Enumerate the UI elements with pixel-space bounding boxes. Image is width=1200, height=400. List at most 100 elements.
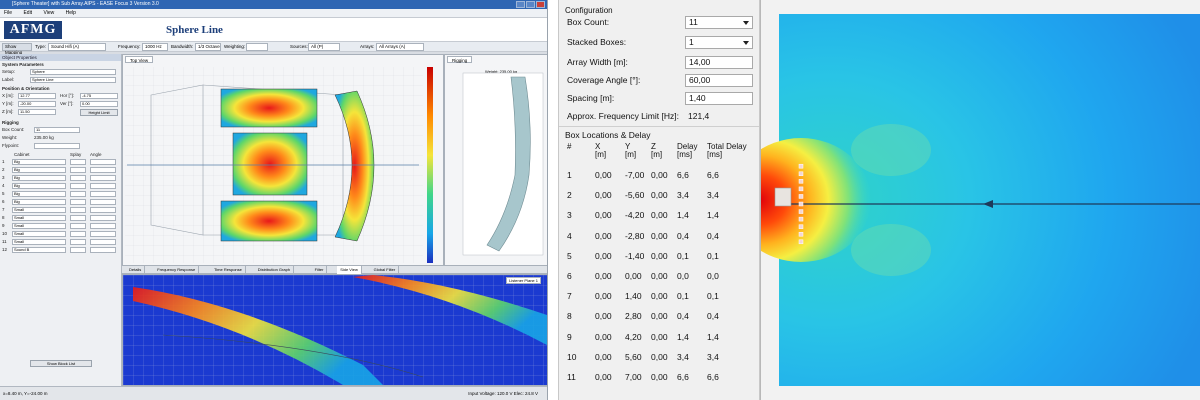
- array-handle[interactable]: [774, 187, 792, 207]
- tab-rigging[interactable]: Rigging: [447, 56, 473, 63]
- view-title: Sphere Line: [166, 24, 223, 36]
- tab-frequency-response[interactable]: Frequency Response: [154, 266, 200, 274]
- hor-angle-field[interactable]: -4.75: [80, 93, 118, 99]
- loudspeaker-box-marker[interactable]: [798, 231, 804, 237]
- angle-select[interactable]: [90, 167, 116, 173]
- table-cell: 3: [567, 210, 572, 221]
- cabinet-select[interactable]: Small: [12, 207, 66, 213]
- maximize-button[interactable]: [526, 1, 535, 8]
- angle-select[interactable]: [90, 231, 116, 237]
- loudspeaker-box-marker[interactable]: [798, 224, 804, 229]
- weighting-select[interactable]: [246, 43, 268, 51]
- loudspeaker-box-marker[interactable]: [798, 239, 804, 245]
- type-select[interactable]: Sound Hifi (A): [48, 43, 106, 51]
- angle-select[interactable]: [90, 175, 116, 181]
- minimize-button[interactable]: [516, 1, 525, 8]
- cabinet-select[interactable]: Big: [12, 167, 66, 173]
- splay-field[interactable]: [70, 191, 86, 197]
- cabinet-select[interactable]: Small: [12, 231, 66, 237]
- tab-global-filter[interactable]: Global Filter: [371, 266, 400, 274]
- splay-field[interactable]: [70, 223, 86, 229]
- loudspeaker-box-marker[interactable]: [798, 216, 804, 222]
- angle-select[interactable]: [90, 191, 116, 197]
- loudspeaker-box-marker[interactable]: [798, 186, 804, 192]
- splay-field[interactable]: [70, 159, 86, 165]
- close-button[interactable]: [536, 1, 545, 8]
- tab-details[interactable]: Details: [126, 266, 146, 274]
- splay-field[interactable]: [70, 215, 86, 221]
- angle-select[interactable]: [90, 239, 116, 245]
- tab-filter[interactable]: Filter: [312, 266, 328, 274]
- configuration-panel: Configuration Box Count: 11 Stacked Boxe…: [558, 0, 760, 400]
- tab-top-view[interactable]: Top View: [125, 56, 154, 63]
- cabinet-select[interactable]: Big: [12, 183, 66, 189]
- angle-select[interactable]: [90, 183, 116, 189]
- box-count-dropdown[interactable]: 11: [685, 16, 753, 29]
- side-view-pane[interactable]: Listener Plane 1: [122, 274, 547, 386]
- table-cell: 6: [567, 271, 572, 281]
- cabinet-select[interactable]: Sound B: [12, 247, 66, 253]
- show-block-list-button[interactable]: Show Block List: [30, 360, 92, 367]
- splay-field[interactable]: [70, 199, 86, 205]
- loudspeaker-box-marker[interactable]: [798, 171, 804, 177]
- bandwidth-select[interactable]: 1/3 Octave: [195, 43, 221, 51]
- arrays-select[interactable]: All Arrays (A): [376, 43, 424, 51]
- coverage-map-plot: [761, 14, 1200, 386]
- spacing-label: Spacing [m]:: [567, 93, 615, 103]
- rigging-pane[interactable]: Rigging Weight: 235.00 kg: [444, 54, 547, 266]
- splay-field[interactable]: [70, 247, 86, 253]
- splay-field[interactable]: [70, 167, 86, 173]
- box-count-select[interactable]: 11: [34, 127, 80, 133]
- angle-select[interactable]: [90, 247, 116, 253]
- cabinet-select[interactable]: Small: [12, 223, 66, 229]
- loudspeaker-box-marker[interactable]: [798, 201, 804, 207]
- splay-field[interactable]: [70, 207, 86, 213]
- box-count-label: Box Count:: [567, 17, 610, 27]
- loudspeaker-box-marker[interactable]: [798, 163, 804, 169]
- cabinet-select[interactable]: Big: [12, 199, 66, 205]
- spacing-input[interactable]: 1,40: [685, 92, 753, 105]
- height-limit-button[interactable]: Height Limit: [80, 109, 118, 116]
- cabinet-select[interactable]: Big: [12, 159, 66, 165]
- loudspeaker-box-marker[interactable]: [798, 179, 804, 184]
- menu-view[interactable]: View: [43, 10, 55, 16]
- angle-select[interactable]: [90, 215, 116, 221]
- menu-file[interactable]: File: [4, 10, 13, 16]
- top-view-pane[interactable]: Top View: [122, 54, 444, 266]
- setup-select[interactable]: Sphere: [30, 69, 116, 75]
- menu-edit[interactable]: Edit: [23, 10, 33, 16]
- cabinet-select[interactable]: Big: [12, 175, 66, 181]
- pos-y-field[interactable]: -20.00: [18, 101, 56, 107]
- angle-select[interactable]: [90, 223, 116, 229]
- stacked-boxes-dropdown[interactable]: 1: [685, 36, 753, 49]
- tab-distribution-graph[interactable]: Distribution Graph: [255, 266, 295, 274]
- loudspeaker-box-marker[interactable]: [798, 209, 804, 214]
- listener-plane-select[interactable]: Listener Plane 1: [506, 277, 541, 284]
- cabinet-select[interactable]: Small: [12, 215, 66, 221]
- pos-z-field[interactable]: 11.50: [18, 109, 56, 115]
- loudspeaker-box-marker[interactable]: [798, 194, 804, 199]
- coverage-angle-input[interactable]: 60,00: [685, 74, 753, 87]
- splay-field[interactable]: [70, 175, 86, 181]
- label-field[interactable]: Sphere Line: [30, 77, 116, 83]
- splay-field[interactable]: [70, 239, 86, 245]
- tab-side-view[interactable]: Side View: [337, 266, 362, 274]
- coverage-map-view[interactable]: [760, 0, 1200, 400]
- show-mapping-button[interactable]: Show Mapping: [2, 43, 32, 55]
- pos-x-field[interactable]: 12.77: [18, 93, 56, 99]
- cabinet-select[interactable]: Small: [12, 239, 66, 245]
- menu-help[interactable]: Help: [65, 10, 76, 16]
- sources-select[interactable]: All (P): [308, 43, 340, 51]
- angle-select[interactable]: [90, 159, 116, 165]
- splay-field[interactable]: [70, 183, 86, 189]
- angle-select[interactable]: [90, 199, 116, 205]
- flypoint-field[interactable]: [34, 143, 80, 149]
- ver-angle-field[interactable]: 0.00: [80, 101, 118, 107]
- splay-field[interactable]: [70, 231, 86, 237]
- tab-time-response[interactable]: Time Response: [211, 266, 246, 274]
- cabinet-select[interactable]: Big: [12, 191, 66, 197]
- array-width-input[interactable]: 14,00: [685, 56, 753, 69]
- table-cell: 1: [567, 170, 572, 180]
- angle-select[interactable]: [90, 207, 116, 213]
- frequency-select[interactable]: 1000 Hz: [142, 43, 168, 51]
